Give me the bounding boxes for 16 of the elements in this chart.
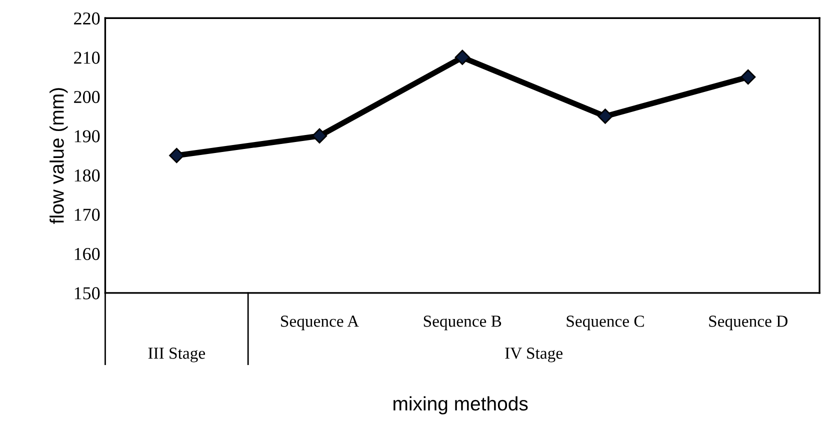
y-tick-label: 180	[74, 169, 100, 182]
y-tick-label: 200	[74, 90, 100, 104]
y-tick-label: 170	[74, 208, 100, 221]
y-axis-title: flow value (mm)	[50, 88, 68, 224]
y-tick-label: 190	[74, 130, 100, 142]
text: IV Stage	[505, 348, 562, 362]
y-tick-label: 220	[74, 12, 100, 25]
y-tick-label: 150	[74, 287, 100, 300]
x-tick-label: Sequence C	[566, 316, 644, 330]
x-tick-label: Sequence D	[709, 316, 788, 330]
text: III Stage	[148, 348, 205, 362]
x-tick-label: Sequence A	[281, 316, 359, 330]
y-tick-label: 160	[74, 248, 100, 260]
x-tick-label: Sequence B	[424, 316, 502, 330]
x-axis-title: mixing methods	[394, 396, 528, 414]
y-tick-label: 210	[74, 52, 100, 64]
